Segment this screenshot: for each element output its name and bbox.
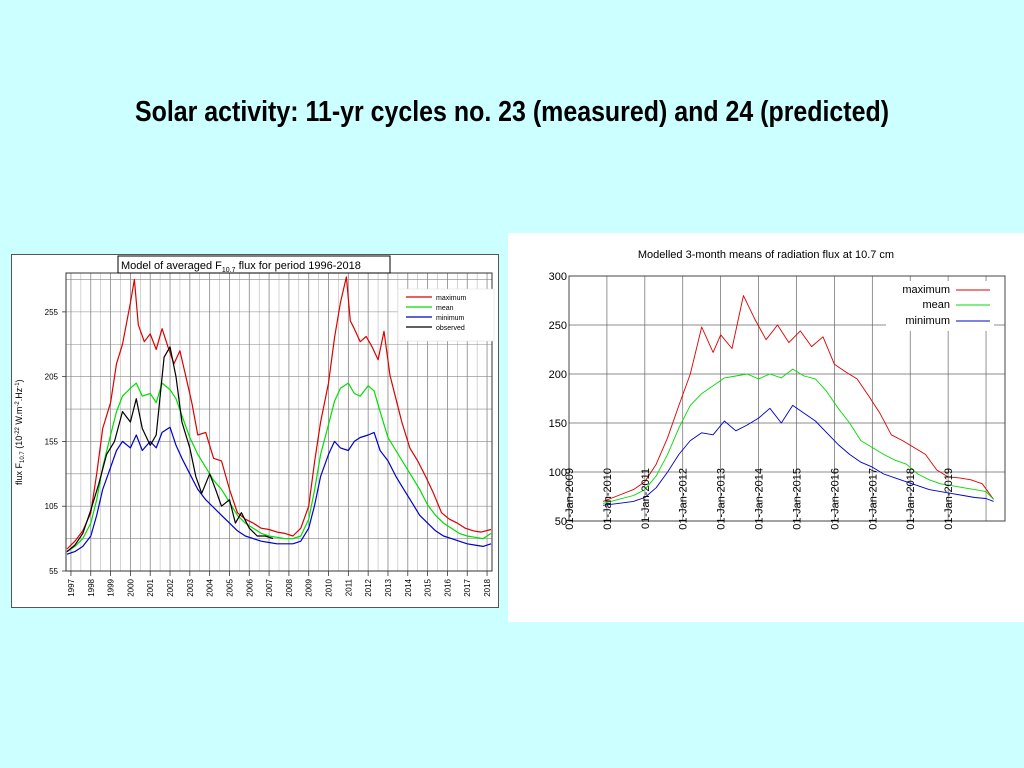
flux-chart-1996-2018: 55 105 155 205 255 1997 1998 1999 2000 2001 2002 2… [14, 255, 495, 597]
x-tick-label: 01-Jan-2016 [829, 468, 841, 530]
x-tick-label: 2006 [245, 578, 254, 596]
series-line-mean [602, 368, 994, 504]
x-tick-label: 2004 [206, 578, 215, 596]
x-tick-label: 2009 [305, 578, 314, 596]
x-tick-label: 1997 [67, 578, 76, 596]
x-tick-label: 2005 [225, 578, 234, 596]
x-tick-label: 2016 [443, 578, 452, 596]
legend-label-maximum: maximum [436, 295, 467, 302]
x-tick-label: 01-Jan-2014 [754, 468, 766, 530]
x-tick-label: 01-Jan-2018 [905, 468, 917, 530]
chart-title: Modelled 3-month means of radiation flux… [638, 249, 894, 261]
y-tick-label: 300 [549, 271, 567, 283]
y-tick-label: 205 [45, 373, 59, 382]
x-tick-label: 2002 [166, 578, 175, 596]
x-tick-label: 01-Jan-2019 [943, 468, 955, 530]
x-tick-label: 2001 [146, 578, 155, 596]
y-tick-label: 105 [45, 502, 59, 511]
legend: maximum mean minimum [886, 281, 994, 331]
series-line-mean [66, 382, 492, 553]
legend-box [397, 288, 495, 342]
legend-label-observed: observed [436, 325, 465, 332]
flux-chart-2009-2019: Modelled 3-month means of radiation flux… [549, 249, 1006, 530]
y-axis-label: flux F10.7 (10-22 W.m-2.Hz-1) [14, 379, 26, 485]
series-line-minimum [603, 404, 994, 506]
slide-title: Solar activity: 11-yr cycles no. 23 (mea… [134, 96, 890, 128]
plot-frame [568, 275, 1006, 522]
x-tick-label: 2017 [463, 578, 472, 596]
x-tick-label: 01-Jan-2011 [640, 468, 652, 529]
legend-label-mean: mean [436, 305, 454, 312]
x-tick-label: 1999 [107, 578, 116, 596]
chart-title-box [117, 255, 391, 274]
legend-label-maximum: maximum [902, 284, 950, 296]
x-tick-label: 2012 [364, 578, 373, 596]
x-tick-label: 2003 [186, 578, 195, 596]
legend-label-minimum: minimum [905, 315, 950, 327]
x-tick-label: 2015 [424, 578, 433, 596]
x-tick-label: 01-Jan-2013 [716, 468, 728, 530]
legend-label-minimum: minimum [436, 315, 465, 322]
x-tick-label: 2014 [404, 578, 413, 596]
x-tick-label: 2011 [344, 578, 353, 596]
chart-panel-1996-2018: 55 105 155 205 255 1997 1998 1999 2000 2001 2002 2… [11, 254, 499, 608]
x-tick-label: 2007 [265, 578, 274, 596]
x-tick-label: 01-Jan-2015 [791, 468, 803, 530]
x-tick-label: 01-Jan-2017 [867, 468, 879, 530]
x-tick-label: 2018 [483, 578, 492, 596]
y-tick-label: 55 [49, 567, 58, 576]
x-tick-label: 2000 [126, 578, 135, 596]
series-line-minimum [66, 426, 492, 555]
chart-title: Model of averaged F10.7 flux for period … [121, 260, 361, 274]
y-tick-label: 200 [549, 369, 567, 381]
x-tick-label: 01-Jan-2009 [564, 468, 576, 530]
x-tick-label: 1998 [87, 578, 96, 596]
x-tick-label: 01-Jan-2010 [602, 468, 614, 530]
x-tick-label: 01-Jan-2012 [678, 468, 690, 530]
y-tick-label: 250 [549, 320, 567, 332]
legend-label-mean: mean [922, 299, 950, 311]
y-tick-label: 155 [45, 437, 59, 446]
y-tick-label: 100 [549, 467, 567, 479]
x-tick-label: 2013 [384, 578, 393, 596]
series-line-maximum [66, 276, 492, 550]
chart-panel-2009-2019: Modelled 3-month means of radiation flux… [508, 233, 1024, 622]
y-tick-label: 150 [549, 418, 567, 430]
series-line-maximum [602, 295, 994, 502]
x-tick-label: 2010 [325, 578, 334, 596]
legend: maximum mean minimum observed [397, 288, 495, 342]
y-tick-label: 255 [45, 308, 59, 317]
series-line-observed [66, 346, 274, 553]
y-tick-label: 50 [555, 516, 567, 528]
x-tick-label: 2008 [285, 578, 294, 596]
legend-box [886, 281, 994, 331]
